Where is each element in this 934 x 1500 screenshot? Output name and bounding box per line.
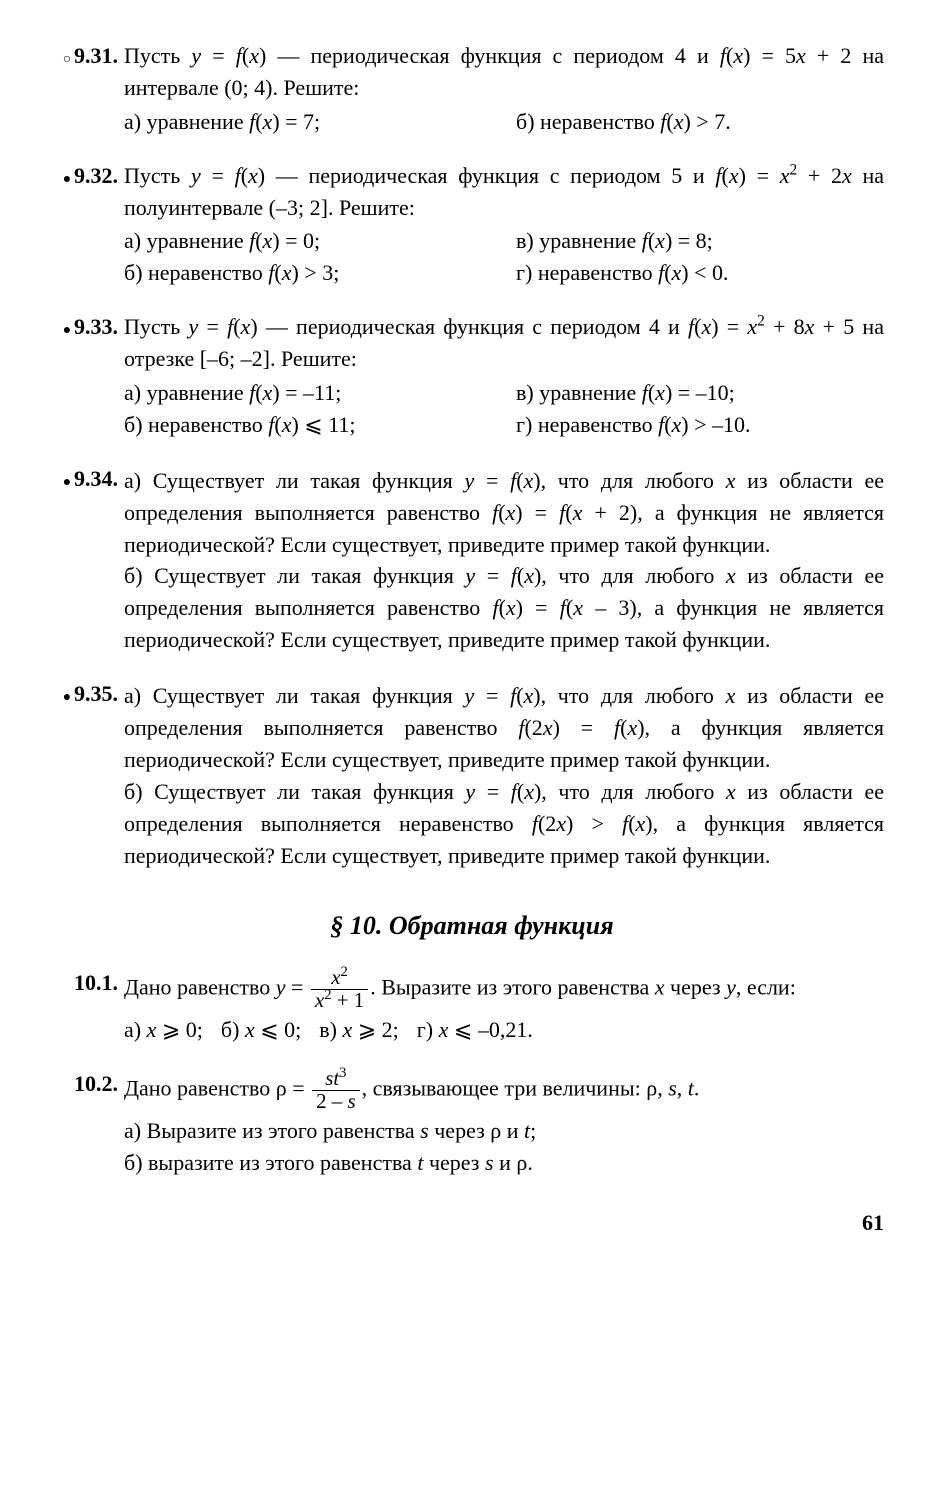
subpart: а) уравнение f(x) = 7;	[124, 106, 492, 138]
subpart: а) x ⩾ 0;	[124, 1014, 203, 1046]
problem-body: Дано равенство y = x2x2 + 1. Выразите из…	[124, 967, 884, 1046]
subpart: в) уравнение f(x) = –10;	[516, 377, 884, 409]
problem-number: 10.2.	[74, 1068, 124, 1100]
problem: 9.34.а) Существует ли такая функция y = …	[60, 463, 884, 656]
subparts: а) Выразите из этого равенства s через ρ…	[124, 1115, 884, 1179]
problem-number: 9.31.	[74, 40, 124, 72]
problem-body: Пусть y = f(x) — периодическая функция с…	[124, 160, 884, 290]
problem-body: Пусть y = f(x) — периодическая функция с…	[124, 40, 884, 138]
subparts: а) Существует ли такая функция y = f(x),…	[124, 680, 884, 871]
subpart: г) неравенство f(x) > –10.	[516, 409, 884, 441]
problem-intro: Дано равенство ρ = st32 – s, связывающее…	[124, 1068, 884, 1113]
difficulty-marker	[60, 40, 74, 70]
problem: 9.32.Пусть y = f(x) — периодическая функ…	[60, 160, 884, 290]
subpart: б) Существует ли такая функция y = f(x),…	[124, 776, 884, 872]
subpart: г) неравенство f(x) < 0.	[516, 257, 884, 289]
subpart: в) x ⩾ 2;	[319, 1014, 399, 1046]
problem-body: Дано равенство ρ = st32 – s, связывающее…	[124, 1068, 884, 1179]
page-content: 9.31.Пусть y = f(x) — периодическая функ…	[60, 40, 884, 1238]
problem-body: а) Существует ли такая функция y = f(x),…	[124, 678, 884, 871]
subparts: а) Существует ли такая функция y = f(x),…	[124, 465, 884, 656]
subpart: б) x ⩽ 0;	[221, 1014, 301, 1046]
subpart: б) неравенство f(x) ⩽ 11;	[124, 409, 492, 441]
subparts: а) x ⩾ 0; б) x ⩽ 0; в) x ⩾ 2; г) x ⩽ –0,21.	[124, 1014, 884, 1046]
difficulty-marker	[60, 311, 74, 341]
problem-number: 9.34.	[74, 463, 124, 495]
subpart: а) Существует ли такая функция y = f(x),…	[124, 680, 884, 776]
subpart: в) уравнение f(x) = 8;	[516, 225, 884, 257]
problem: 9.31.Пусть y = f(x) — периодическая функ…	[60, 40, 884, 138]
difficulty-marker	[60, 160, 74, 190]
problem-intro: Пусть y = f(x) — периодическая функция с…	[124, 160, 884, 224]
problem-number: 10.1.	[74, 967, 124, 999]
problem-body: а) Существует ли такая функция y = f(x),…	[124, 463, 884, 656]
problem-number: 9.32.	[74, 160, 124, 192]
subpart: б) неравенство f(x) > 7.	[516, 106, 884, 138]
section-title: § 10. Обратная функция	[60, 907, 884, 945]
problem-body: Пусть y = f(x) — периодическая функция с…	[124, 311, 884, 441]
subparts: а) уравнение f(x) = –11; в) уравнение f(x…	[124, 377, 884, 441]
problem-number: 9.35.	[74, 678, 124, 710]
problem-number: 9.33.	[74, 311, 124, 343]
subparts: а) уравнение f(x) = 7; б) неравенство f(x…	[124, 106, 884, 138]
difficulty-marker	[60, 463, 74, 493]
problem-intro: Пусть y = f(x) — периодическая функция с…	[124, 40, 884, 104]
problem: 9.35.а) Существует ли такая функция y = …	[60, 678, 884, 871]
problem: 9.33.Пусть y = f(x) — периодическая функ…	[60, 311, 884, 441]
subpart: а) уравнение f(x) = –11;	[124, 377, 492, 409]
subpart: а) Выразите из этого равенства s через ρ…	[124, 1115, 884, 1147]
subpart: а) Существует ли такая функция y = f(x),…	[124, 465, 884, 561]
subpart: б) Существует ли такая функция y = f(x),…	[124, 560, 884, 656]
subpart: б) выразите из этого равенства t через s…	[124, 1147, 884, 1179]
subpart: г) x ⩽ –0,21.	[417, 1014, 533, 1046]
problem-intro: Пусть y = f(x) — периодическая функция с…	[124, 311, 884, 375]
page-number: 61	[60, 1207, 884, 1239]
subpart: а) уравнение f(x) = 0;	[124, 225, 492, 257]
problem: 10.1.Дано равенство y = x2x2 + 1. Вырази…	[60, 967, 884, 1046]
problem: 10.2.Дано равенство ρ = st32 – s, связыв…	[60, 1068, 884, 1179]
subpart: б) неравенство f(x) > 3;	[124, 257, 492, 289]
difficulty-marker	[60, 678, 74, 708]
problem-intro: Дано равенство y = x2x2 + 1. Выразите из…	[124, 967, 884, 1012]
subparts: а) уравнение f(x) = 0; в) уравнение f(x) …	[124, 225, 884, 289]
